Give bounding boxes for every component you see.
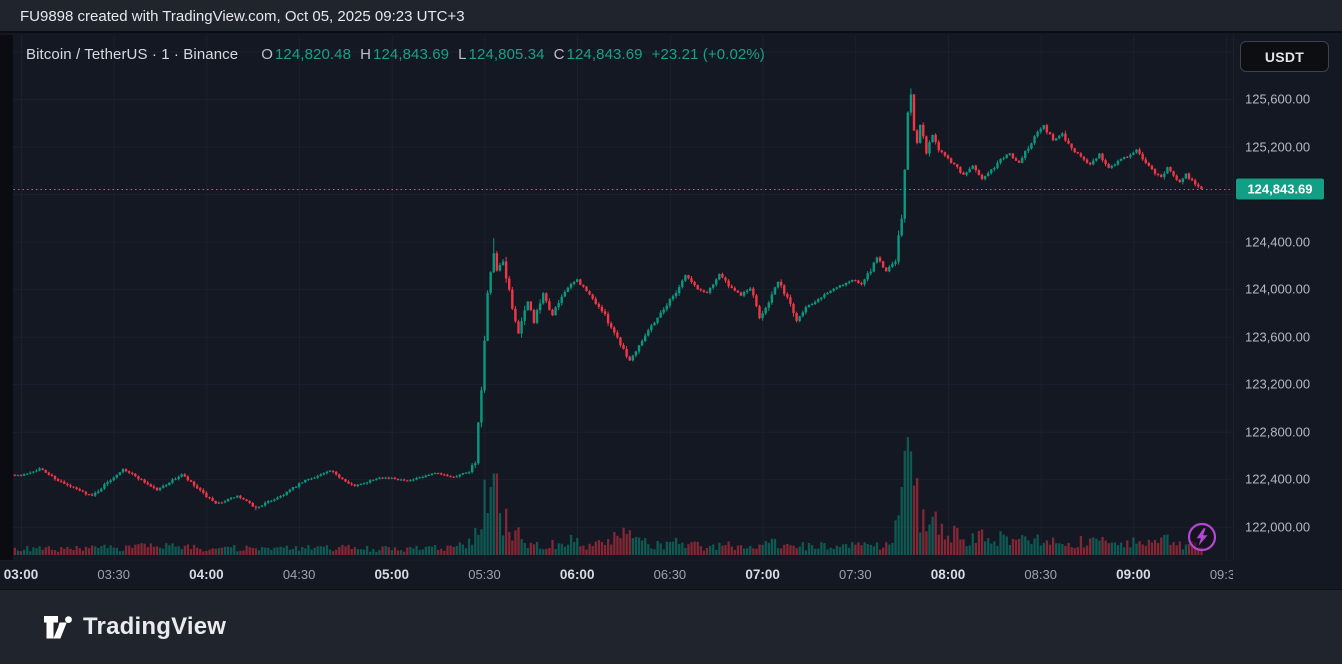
chart-pane xyxy=(0,35,1233,560)
tradingview-logo[interactable]: TradingView xyxy=(44,613,226,641)
price-axis-label: 124,000.00 xyxy=(1245,281,1311,297)
price-axis[interactable]: USDT 124,843.69 125,600.00 125,200.00 124,… xyxy=(1233,35,1342,560)
time-axis-label: 03:00 xyxy=(3,567,39,582)
ohlc-label: C xyxy=(553,46,565,63)
time-axis-label: 09:00 xyxy=(1116,567,1151,582)
footer-bar: TradingView xyxy=(0,589,1342,664)
time-axis-label: 04:00 xyxy=(189,567,224,582)
left-gutter xyxy=(0,35,13,560)
tradingview-logo-icon xyxy=(44,615,72,638)
ohlc-label: H xyxy=(360,46,371,63)
time-axis-label: 05:30 xyxy=(468,567,501,582)
time-axis-label: 06:00 xyxy=(559,567,595,582)
time-axis-label: 09:30 xyxy=(1209,567,1233,582)
last-price-badge: 124,843.69 xyxy=(1236,178,1324,200)
candlestick-chart[interactable] xyxy=(0,35,1233,560)
ohlc-value: 124,843.69 xyxy=(566,46,643,63)
chart-legend: Bitcoin / TetherUS · 1 · Binance O 124,820… xyxy=(26,46,765,63)
currency-toggle-button[interactable]: USDT xyxy=(1240,41,1329,72)
time-axis-label: 07:30 xyxy=(839,567,872,582)
price-axis-label: 123,600.00 xyxy=(1245,329,1311,345)
time-axis-label: 07:00 xyxy=(745,567,780,582)
time-axis[interactable]: 03:00 03:30 04:00 04:30 05:00 05:30 06:00 06:30… xyxy=(0,560,1233,589)
ohlc-value: 124,843.69 xyxy=(373,46,450,63)
tradingview-logo-text: TradingView xyxy=(83,613,227,640)
time-axis-label: 04:30 xyxy=(282,567,316,582)
change-value: +23.21 (+0.02%) xyxy=(651,46,765,63)
attribution-text: FU9898 created with TradingView.com, Oct… xyxy=(20,8,465,25)
ohlc-values: O 124,820.48 H 124,843.69 L 124,805.34 C 124,84… xyxy=(252,46,642,63)
lightning-bolt-button[interactable] xyxy=(1187,522,1217,552)
ohlc-value: 124,820.48 xyxy=(274,46,352,63)
time-axis-label: 08:30 xyxy=(1024,567,1057,582)
price-axis-label: 124,400.00 xyxy=(1245,234,1311,250)
top-attribution-bar: FU9898 created with TradingView.com, Oct… xyxy=(0,0,1342,33)
price-axis-label: 123,200.00 xyxy=(1245,376,1311,392)
ohlc-label: O xyxy=(261,46,273,63)
ohlc-label: L xyxy=(458,46,467,63)
lightning-bolt-icon xyxy=(1187,522,1217,552)
time-axis-label: 06:30 xyxy=(653,567,687,582)
ohlc-value: 124,805.34 xyxy=(468,46,545,63)
price-axis-label: 125,600.00 xyxy=(1245,91,1311,107)
price-axis-label: 125,200.00 xyxy=(1245,139,1311,155)
price-axis-label: 122,400.00 xyxy=(1245,471,1311,487)
price-axis-label: 122,800.00 xyxy=(1245,424,1311,440)
time-axis-label: 08:00 xyxy=(930,567,966,582)
time-axis-label: 05:00 xyxy=(374,567,410,582)
time-axis-label: 03:30 xyxy=(97,567,130,582)
price-axis-label: 122,000.00 xyxy=(1245,519,1311,535)
symbol-title[interactable]: Bitcoin / TetherUS · 1 · Binance xyxy=(26,46,239,63)
